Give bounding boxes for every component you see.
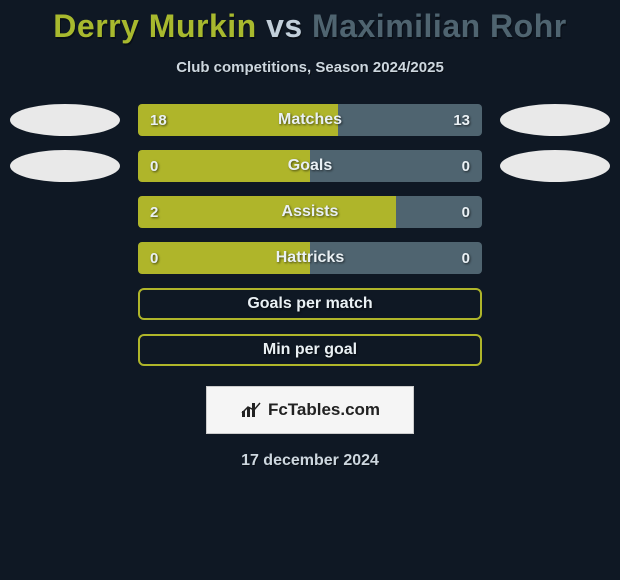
stat-row: 1813Matches xyxy=(0,104,620,136)
bar-fill-player2 xyxy=(396,196,482,228)
player2-oval xyxy=(500,104,610,136)
bar-fill-player2 xyxy=(310,242,482,274)
bar-fill-player1 xyxy=(138,196,396,228)
subtitle: Club competitions, Season 2024/2025 xyxy=(0,59,620,76)
badge-text: FcTables.com xyxy=(268,400,380,420)
stat-bar: 00Hattricks xyxy=(138,242,482,274)
stat-bar: 20Assists xyxy=(138,196,482,228)
title-player1: Derry Murkin xyxy=(53,8,256,44)
stat-row: 00Goals xyxy=(0,150,620,182)
stat-row: Goals per match xyxy=(0,288,620,320)
stat-bar: Goals per match xyxy=(138,288,482,320)
title-vs: vs xyxy=(266,8,303,44)
stat-row: Min per goal xyxy=(0,334,620,366)
bar-label: Goals per match xyxy=(140,290,480,318)
chart-icon xyxy=(240,401,262,419)
title-player2: Maximilian Rohr xyxy=(312,8,567,44)
stat-row: 20Assists xyxy=(0,196,620,228)
bar-label: Min per goal xyxy=(140,336,480,364)
bar-fill-player1 xyxy=(138,242,310,274)
stats-rows: 1813Matches 00Goals 20Assists 00Hattricks Go… xyxy=(0,104,620,366)
source-badge[interactable]: FcTables.com xyxy=(206,386,414,434)
bar-fill-player2 xyxy=(338,104,482,136)
player1-oval xyxy=(10,150,120,182)
comparison-card: Derry Murkin vs Maximilian Rohr Club com… xyxy=(0,0,620,470)
bar-fill-player1 xyxy=(138,150,310,182)
footer-date: 17 december 2024 xyxy=(0,452,620,470)
stat-row: 00Hattricks xyxy=(0,242,620,274)
stat-bar: Min per goal xyxy=(138,334,482,366)
bar-fill-player2 xyxy=(310,150,482,182)
player1-oval xyxy=(10,104,120,136)
stat-bar: 00Goals xyxy=(138,150,482,182)
stat-bar: 1813Matches xyxy=(138,104,482,136)
bar-fill-player1 xyxy=(138,104,338,136)
page-title: Derry Murkin vs Maximilian Rohr xyxy=(0,8,620,45)
player2-oval xyxy=(500,150,610,182)
